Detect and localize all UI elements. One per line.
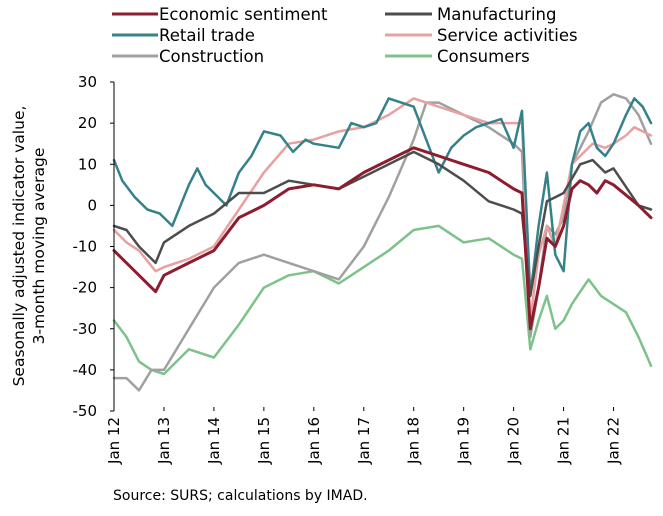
series-line-service-activities [112, 97, 653, 322]
x-tick-label: Jan 15 [255, 417, 273, 465]
x-tick-label: Jan 22 [605, 417, 623, 465]
y-axis: 30 20 10 0 -10 -20 -30 -40 -50 [73, 73, 114, 420]
legend-label-manufacturing: Manufacturing [437, 5, 556, 24]
series-line-construction [112, 93, 653, 392]
plot-area [112, 93, 653, 392]
legend-item-service-activities: Service activities [385, 26, 578, 45]
y-tick-label: 30 [78, 73, 97, 91]
y-tick-label: -10 [73, 238, 98, 256]
legend: Economic sentiment Manufacturing Retail … [112, 5, 578, 66]
x-tick-label: Jan 17 [355, 417, 373, 465]
legend-label-consumers: Consumers [437, 47, 530, 66]
x-tick-label: Jan 13 [155, 417, 173, 465]
legend-item-economic-sentiment: Economic sentiment [112, 5, 328, 24]
x-tick-label: Jan 20 [505, 417, 523, 465]
y-axis-title-line-1: Seasonally adjusted indicator value, [10, 106, 28, 387]
x-tick-label: Jan 14 [205, 417, 223, 465]
x-tick-label: Jan 21 [555, 417, 573, 465]
series-line-economic-sentiment [112, 146, 653, 331]
x-axis: Jan 12 Jan 13 Jan 14 Jan 15 Jan 16 Jan 17 Jan … [105, 407, 623, 465]
series-line-consumers [112, 224, 653, 376]
y-tick-label: -30 [73, 320, 98, 338]
x-tick-label: Jan 19 [455, 417, 473, 465]
y-tick-label: -20 [73, 279, 98, 297]
y-tick-label: 10 [78, 155, 97, 173]
y-axis-title-line-2: 3-month moving average [30, 148, 48, 345]
legend-item-retail-trade: Retail trade [112, 26, 255, 45]
y-tick-label: -50 [73, 402, 98, 420]
x-tick-label: Jan 12 [105, 417, 123, 465]
legend-label-retail-trade: Retail trade [159, 26, 255, 45]
source-note: Source: SURS; calculations by IMAD. [113, 488, 368, 504]
legend-label-economic-sentiment: Economic sentiment [159, 5, 328, 24]
y-tick-label: -40 [73, 361, 98, 379]
y-tick-label: 0 [87, 196, 97, 214]
legend-label-service-activities: Service activities [437, 26, 578, 45]
y-tick-label: 20 [78, 114, 97, 132]
legend-item-manufacturing: Manufacturing [385, 5, 556, 24]
y-axis-title: Seasonally adjusted indicator value, 3-m… [10, 106, 48, 387]
legend-label-construction: Construction [159, 47, 264, 66]
x-tick-label: Jan 16 [305, 417, 323, 465]
legend-item-consumers: Consumers [385, 47, 530, 66]
series-line-manufacturing [112, 150, 653, 298]
x-tick-label: Jan 18 [405, 417, 423, 465]
series-line-retail-trade [112, 97, 653, 298]
legend-item-construction: Construction [112, 47, 264, 66]
